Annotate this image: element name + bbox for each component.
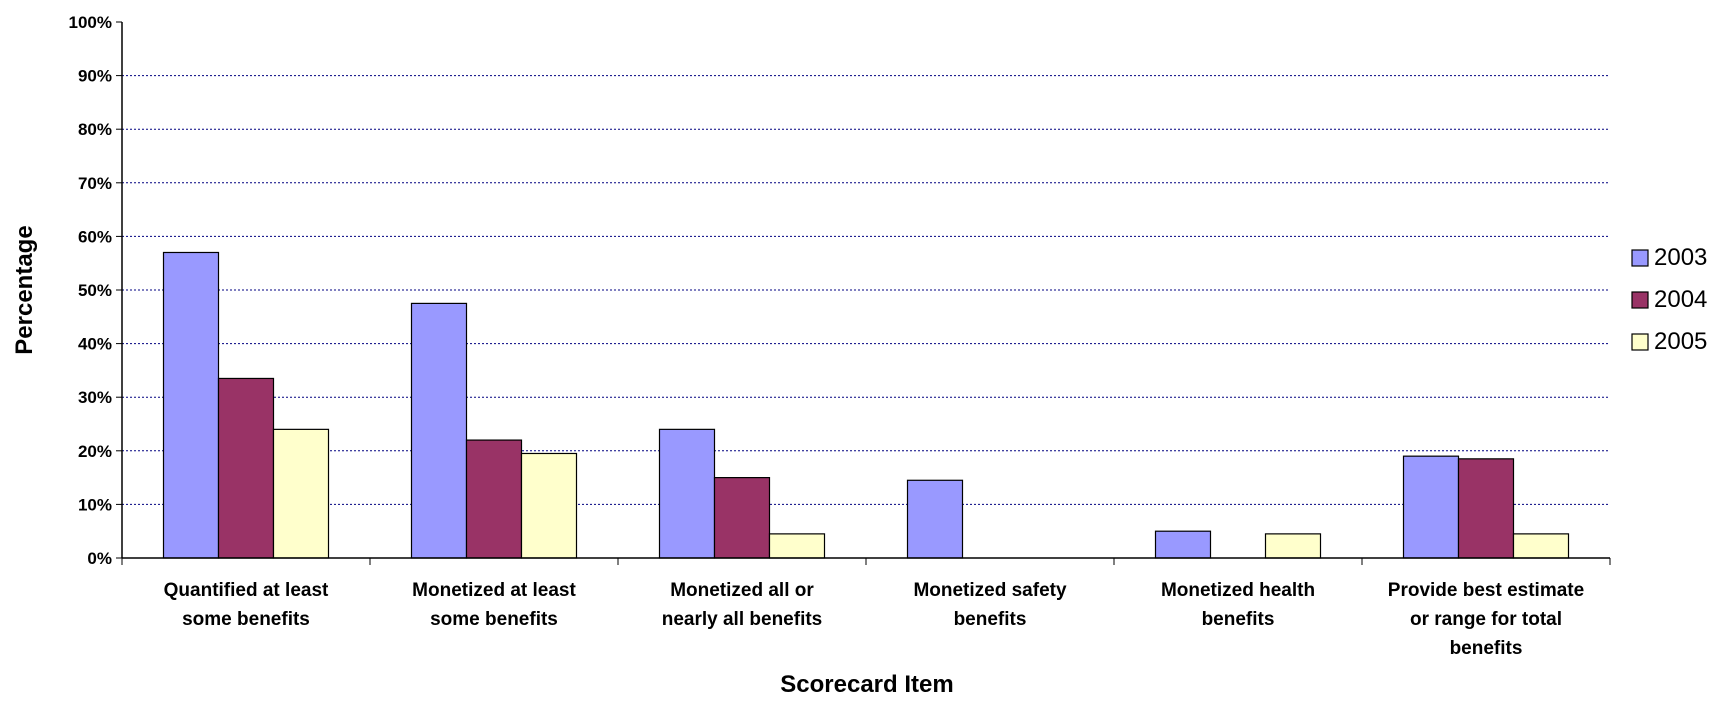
- bar-2003: [1154, 530, 1212, 559]
- legend-label-2003: 2003: [1654, 244, 1707, 271]
- bar-2005: [1264, 533, 1322, 559]
- y-axis-title: Percentage: [11, 225, 38, 354]
- bar-2004: [217, 377, 275, 559]
- legend-swatch-2005: [1631, 333, 1649, 351]
- y-tick-label: 100%: [69, 13, 112, 32]
- y-tick-label: 10%: [78, 495, 112, 514]
- bar-2005: [1512, 533, 1570, 559]
- x-category-label: Quantified at least some benefits: [164, 580, 329, 630]
- x-axis-title: Scorecard Item: [780, 671, 953, 698]
- bar-2005: [768, 533, 826, 559]
- y-tick-label: 0%: [87, 549, 112, 568]
- bar-2004: [713, 477, 771, 559]
- legend-label-2005: 2005: [1654, 328, 1707, 355]
- bar-2003: [1402, 455, 1460, 559]
- bar-2003: [410, 302, 468, 559]
- y-tick-label: 50%: [78, 281, 112, 300]
- y-tick-label: 40%: [78, 335, 112, 354]
- y-tick-labels: 0% 10% 20% 30% 40% 50% 60% 70% 80% 90% 100%: [69, 13, 112, 568]
- bar-2003: [906, 479, 964, 559]
- y-tick-label: 60%: [78, 227, 112, 246]
- bars-group: [162, 251, 1570, 559]
- x-category-label: Monetized at least some benefits: [412, 580, 576, 630]
- y-tick-label: 20%: [78, 442, 112, 461]
- x-category-label: Provide best estimate or range for total b…: [1388, 580, 1584, 659]
- x-category-label: Monetized health benefits: [1161, 580, 1315, 630]
- legend-swatch-2003: [1631, 249, 1649, 267]
- x-category-label: Monetized safety benefits: [913, 580, 1067, 630]
- bar-2005: [520, 452, 578, 559]
- bar-2005: [272, 428, 330, 559]
- bar-2004: [1457, 458, 1515, 559]
- y-tick-label: 80%: [78, 120, 112, 139]
- bar-2003: [162, 251, 220, 559]
- legend: 2003 2004 2005: [1631, 244, 1707, 355]
- legend-swatch-2004: [1631, 291, 1649, 309]
- x-category-labels: Quantified at least some benefits Monetize…: [164, 580, 1585, 659]
- grid-lines: [122, 75, 1610, 505]
- bar-2004: [465, 439, 523, 559]
- bar-2003: [658, 428, 716, 559]
- legend-label-2004: 2004: [1654, 286, 1707, 313]
- y-tick-label: 30%: [78, 388, 112, 407]
- x-category-label: Monetized all or nearly all benefits: [662, 580, 823, 630]
- axes: [116, 21, 1611, 565]
- y-tick-label: 90%: [78, 67, 112, 86]
- y-tick-label: 70%: [78, 174, 112, 193]
